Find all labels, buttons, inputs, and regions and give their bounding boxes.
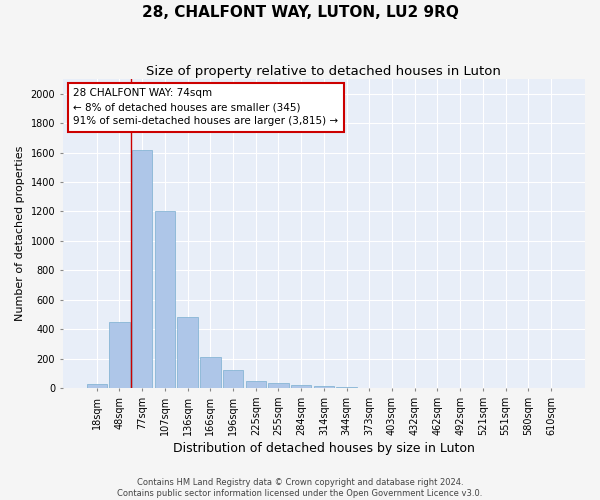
Text: Contains HM Land Registry data © Crown copyright and database right 2024.
Contai: Contains HM Land Registry data © Crown c… (118, 478, 482, 498)
Text: 28, CHALFONT WAY, LUTON, LU2 9RQ: 28, CHALFONT WAY, LUTON, LU2 9RQ (142, 5, 458, 20)
X-axis label: Distribution of detached houses by size in Luton: Distribution of detached houses by size … (173, 442, 475, 455)
Bar (223, 370, 243, 388)
Bar (155, 212, 175, 388)
Bar (245, 380, 266, 388)
Title: Size of property relative to detached houses in Luton: Size of property relative to detached ho… (146, 65, 502, 78)
Bar (200, 357, 221, 388)
Bar (132, 150, 152, 388)
Bar (268, 383, 289, 388)
Bar (314, 386, 334, 388)
Text: 28 CHALFONT WAY: 74sqm
← 8% of detached houses are smaller (345)
91% of semi-det: 28 CHALFONT WAY: 74sqm ← 8% of detached … (73, 88, 338, 126)
Bar (337, 387, 357, 388)
Bar (178, 318, 198, 388)
Bar (291, 385, 311, 388)
Bar (86, 384, 107, 388)
Y-axis label: Number of detached properties: Number of detached properties (15, 146, 25, 321)
Bar (109, 322, 130, 388)
